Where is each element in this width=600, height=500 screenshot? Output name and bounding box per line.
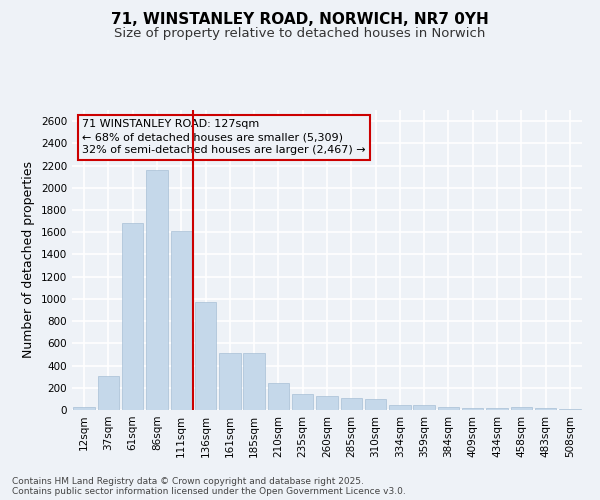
Bar [316, 396, 338, 410]
Text: Contains HM Land Registry data © Crown copyright and database right 2025.: Contains HM Land Registry data © Crown c… [12, 477, 364, 486]
Bar [511, 406, 532, 410]
Y-axis label: Number of detached properties: Number of detached properties [22, 162, 35, 358]
Bar [73, 407, 95, 410]
Text: Contains public sector information licensed under the Open Government Licence v3: Contains public sector information licen… [12, 487, 406, 496]
Bar [268, 383, 289, 410]
Bar [365, 399, 386, 410]
Bar [559, 409, 581, 410]
Bar [98, 376, 119, 410]
Bar [292, 394, 313, 410]
Bar [389, 405, 410, 410]
Bar [219, 354, 241, 410]
Bar [195, 302, 216, 410]
Bar [122, 224, 143, 410]
Bar [170, 230, 192, 410]
Text: 71, WINSTANLEY ROAD, NORWICH, NR7 0YH: 71, WINSTANLEY ROAD, NORWICH, NR7 0YH [111, 12, 489, 28]
Bar [413, 405, 435, 410]
Text: Size of property relative to detached houses in Norwich: Size of property relative to detached ho… [115, 28, 485, 40]
Bar [244, 354, 265, 410]
Text: 71 WINSTANLEY ROAD: 127sqm
← 68% of detached houses are smaller (5,309)
32% of s: 71 WINSTANLEY ROAD: 127sqm ← 68% of deta… [82, 119, 366, 156]
Bar [487, 408, 508, 410]
Bar [462, 408, 484, 410]
Bar [341, 398, 362, 410]
Bar [438, 406, 459, 410]
Bar [535, 408, 556, 410]
Bar [146, 170, 167, 410]
